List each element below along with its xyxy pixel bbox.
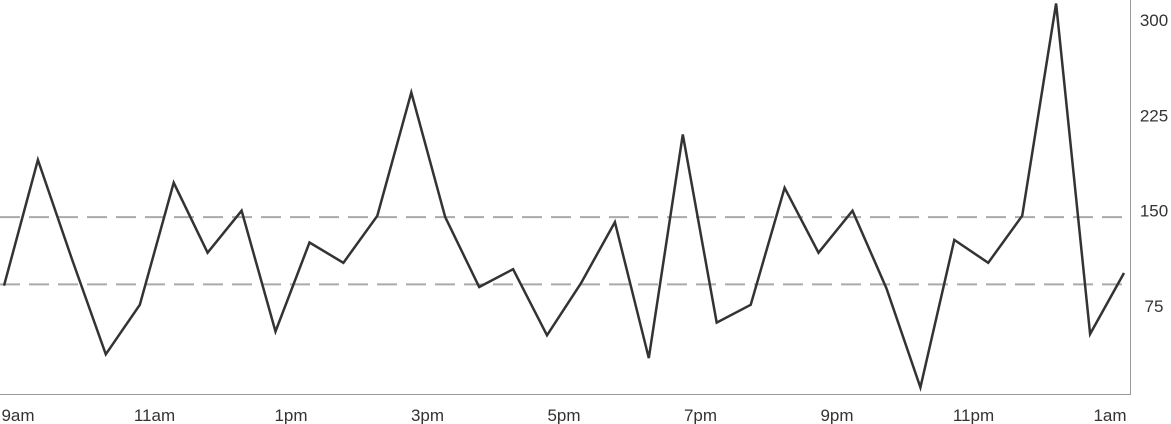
series-line-0 bbox=[2, 3, 1126, 392]
x-tick-label: 9am bbox=[1, 406, 34, 424]
y-axis-ticks: 75 150 225 300 bbox=[1140, 11, 1168, 316]
x-tick-label: 7pm bbox=[684, 406, 717, 424]
x-tick-label: 9pm bbox=[820, 406, 853, 424]
x-tick-label: 1am bbox=[1093, 406, 1126, 424]
series-group bbox=[2, 3, 1126, 392]
x-tick-label: 5pm bbox=[547, 406, 580, 424]
axes bbox=[0, 0, 1131, 395]
x-tick-label: 3pm bbox=[411, 406, 444, 424]
x-axis-ticks: 9am 11am 1pm 3pm 5pm 7pm 9pm 11pm 1am bbox=[1, 406, 1126, 424]
x-tick-label: 11am bbox=[134, 406, 175, 424]
x-tick-label: 11pm bbox=[953, 406, 994, 424]
reference-lines bbox=[0, 216, 1130, 286]
x-tick-label: 1pm bbox=[274, 406, 307, 424]
y-tick-label: 300 bbox=[1140, 11, 1168, 30]
y-tick-label: 150 bbox=[1140, 202, 1168, 221]
y-tick-label: 225 bbox=[1140, 106, 1168, 125]
y-tick-label: 75 bbox=[1145, 297, 1164, 316]
